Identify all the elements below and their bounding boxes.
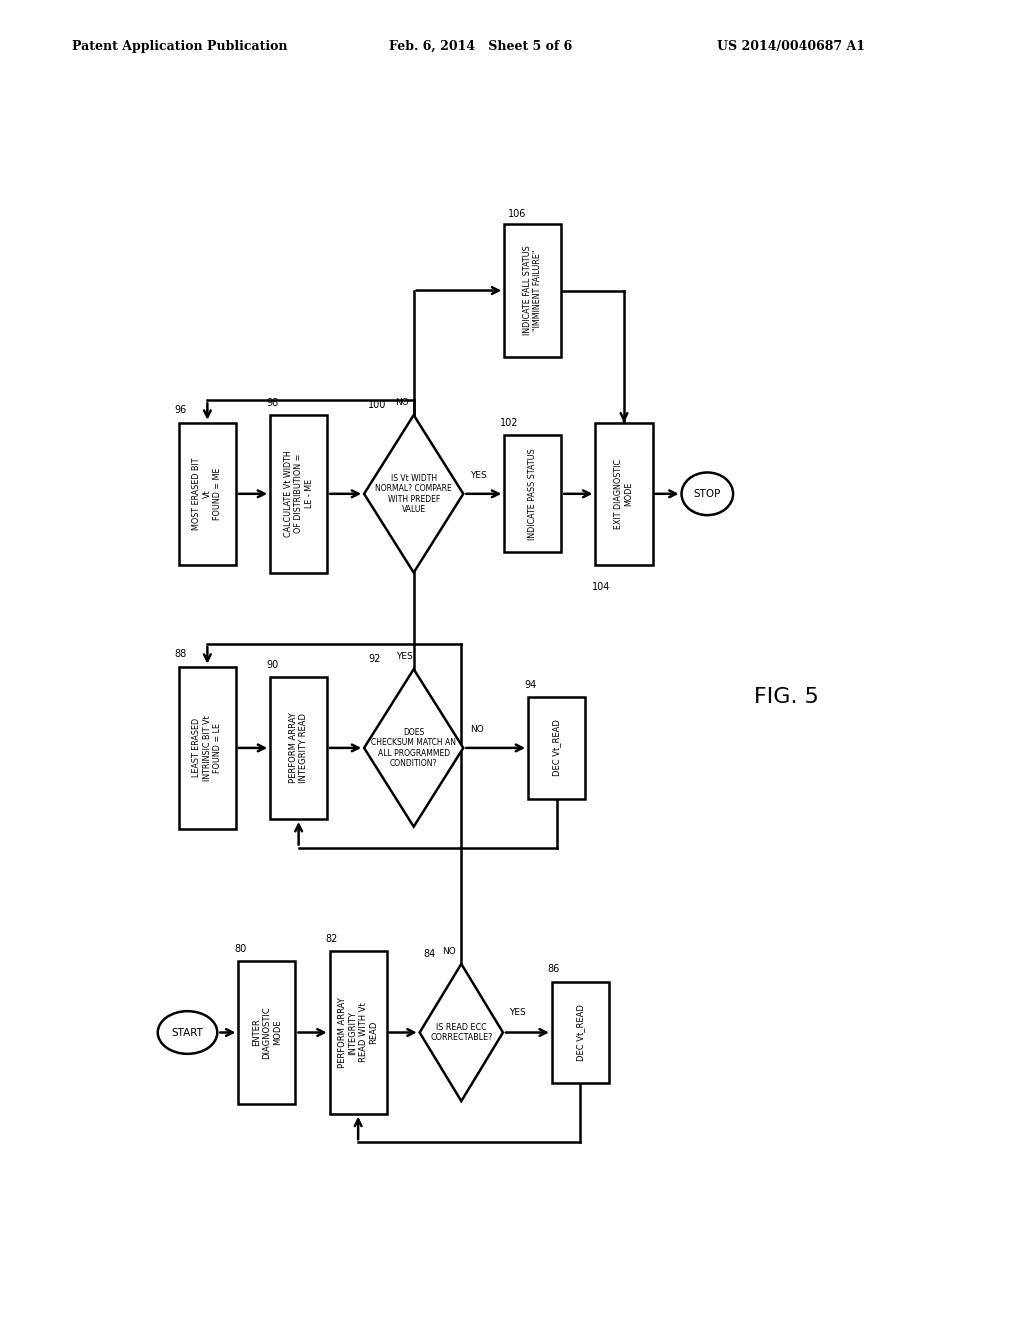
Text: NO: NO	[442, 948, 457, 956]
Text: 84: 84	[424, 949, 436, 958]
FancyBboxPatch shape	[270, 414, 328, 573]
Polygon shape	[365, 669, 463, 826]
Text: PERFORM ARRAY
INTEGRITY
READ WITH Vt
READ: PERFORM ARRAY INTEGRITY READ WITH Vt REA…	[338, 997, 378, 1068]
Text: NO: NO	[470, 725, 483, 734]
Text: LEAST ERASED
INTRINSIC BIT Vt
FOUND = LE: LEAST ERASED INTRINSIC BIT Vt FOUND = LE	[193, 715, 222, 780]
Text: 90: 90	[266, 660, 279, 669]
FancyBboxPatch shape	[330, 952, 387, 1114]
Polygon shape	[365, 414, 463, 573]
Text: 106: 106	[508, 210, 526, 219]
FancyBboxPatch shape	[239, 961, 296, 1104]
Text: DOES
CHECKSUM MATCH AN
ALL PROGRAMMED
CONDITION?: DOES CHECKSUM MATCH AN ALL PROGRAMMED CO…	[371, 727, 457, 768]
FancyBboxPatch shape	[528, 697, 585, 799]
Text: 94: 94	[524, 680, 537, 690]
Text: YES: YES	[470, 471, 486, 480]
FancyBboxPatch shape	[179, 422, 236, 565]
Text: 86: 86	[548, 965, 560, 974]
Text: IS READ ECC
CORRECTABLE?: IS READ ECC CORRECTABLE?	[430, 1023, 493, 1043]
Text: 82: 82	[326, 935, 338, 944]
Text: INDICATE PASS STATUS: INDICATE PASS STATUS	[528, 447, 538, 540]
Text: DEC Vt_READ: DEC Vt_READ	[575, 1005, 585, 1061]
Text: STOP: STOP	[693, 488, 721, 499]
Text: NO: NO	[395, 399, 409, 408]
Text: FIG. 5: FIG. 5	[755, 688, 819, 708]
Text: Patent Application Publication: Patent Application Publication	[72, 40, 287, 53]
Text: 88: 88	[175, 649, 187, 660]
Ellipse shape	[158, 1011, 217, 1053]
Text: CALCULATE Vt WIDTH
OF DISTRIBUTION =
LE - ME: CALCULATE Vt WIDTH OF DISTRIBUTION = LE …	[284, 450, 313, 537]
FancyBboxPatch shape	[270, 677, 328, 818]
Text: 80: 80	[234, 944, 247, 954]
Text: 92: 92	[368, 653, 381, 664]
Text: EXIT DIAGNOSTIC
MODE: EXIT DIAGNOSTIC MODE	[614, 459, 634, 529]
Text: PERFORM ARRAY
INTEGRITY READ: PERFORM ARRAY INTEGRITY READ	[289, 713, 308, 783]
Text: 98: 98	[266, 397, 279, 408]
Text: 96: 96	[175, 405, 187, 416]
FancyBboxPatch shape	[552, 982, 609, 1084]
FancyBboxPatch shape	[504, 436, 561, 552]
Text: MOST ERASED BIT
Vt
FOUND = ME: MOST ERASED BIT Vt FOUND = ME	[193, 458, 222, 531]
FancyBboxPatch shape	[595, 422, 652, 565]
Polygon shape	[420, 964, 503, 1101]
Text: 102: 102	[500, 418, 519, 428]
Text: YES: YES	[396, 652, 413, 661]
Text: START: START	[172, 1027, 204, 1038]
Text: INDICATE FALL STATUS
"IMMINENT FAILURE": INDICATE FALL STATUS "IMMINENT FAILURE"	[523, 246, 543, 335]
FancyBboxPatch shape	[504, 224, 561, 356]
Text: Feb. 6, 2014   Sheet 5 of 6: Feb. 6, 2014 Sheet 5 of 6	[389, 40, 572, 53]
Text: 100: 100	[368, 400, 386, 411]
Text: YES: YES	[509, 1007, 526, 1016]
Text: IS Vt WIDTH
NORMAL? COMPARE
WITH PREDEF
VALUE: IS Vt WIDTH NORMAL? COMPARE WITH PREDEF …	[376, 474, 452, 513]
Text: US 2014/0040687 A1: US 2014/0040687 A1	[717, 40, 865, 53]
Ellipse shape	[682, 473, 733, 515]
FancyBboxPatch shape	[179, 667, 236, 829]
Text: 104: 104	[592, 582, 610, 593]
Text: ENTER
DIAGNOSTIC
MODE: ENTER DIAGNOSTIC MODE	[252, 1006, 282, 1059]
Text: DEC Vt_READ: DEC Vt_READ	[552, 719, 561, 776]
